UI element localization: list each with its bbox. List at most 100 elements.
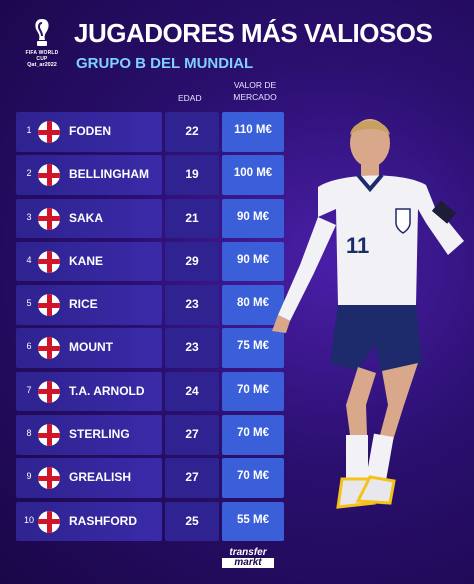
player-cell: 5 RICE [16, 285, 162, 325]
shirt-number: 11 [346, 233, 369, 258]
age-cell: 21 [165, 198, 219, 239]
england-flag-icon [38, 424, 60, 447]
table-row: 4 KANE 29 90 M€ [16, 241, 284, 282]
player-name: GREALISH [69, 470, 132, 485]
value-column-header: VALOR DE MERCADO [226, 79, 284, 103]
rank-label: 3 [26, 211, 32, 222]
logo-line-1: FIFA WORLD CUP [25, 50, 59, 62]
football-player-illustration: 11 [272, 119, 464, 509]
table-row: 6 MOUNT 23 75 M€ [16, 328, 284, 368]
age-cell: 24 [165, 371, 219, 412]
value-header-line-2: MERCADO [233, 92, 277, 102]
table-row: 2 BELLINGHAM 19 100 M€ [16, 155, 284, 195]
brand-line-1: transfer [229, 547, 267, 558]
player-age: 22 [185, 124, 199, 138]
rank-label: 4 [26, 254, 32, 265]
table-row: 8 STERLING 27 70 M€ [16, 415, 284, 455]
age-cell: 25 [165, 501, 219, 542]
player-name: FODEN [69, 124, 111, 138]
value-cell: 90 M€ [222, 241, 284, 282]
player-cell: 9 GREALISH [16, 458, 162, 498]
england-badge-icon [395, 208, 411, 234]
england-flag-icon [38, 380, 60, 403]
age-cell: 27 [165, 415, 219, 455]
player-value: 75 M€ [237, 340, 269, 353]
player-age: 23 [185, 340, 199, 355]
england-flag-icon [38, 121, 60, 143]
player-age: 21 [185, 210, 199, 225]
players-table: 1 FODEN 22 110 M€ 2 BELLINGHAM 19 100 M€… [16, 112, 284, 545]
player-cell: 1 FODEN [16, 112, 162, 152]
player-cell: 7 T.A. ARNOLD [16, 371, 162, 412]
player-right-sock [366, 433, 394, 481]
player-cell: 4 KANE [16, 241, 162, 282]
player-right-boot [355, 475, 396, 505]
player-value: 55 M€ [237, 513, 269, 526]
value-header-line-1: VALOR DE [233, 80, 277, 90]
rank-label: 6 [26, 341, 32, 352]
player-name: RICE [69, 297, 98, 312]
player-name: KANE [69, 253, 104, 268]
player-age: 27 [185, 470, 199, 485]
logo-line-2: Qat_ar2022 [27, 62, 57, 68]
value-cell: 70 M€ [222, 415, 284, 455]
player-value: 90 M€ [237, 210, 269, 223]
england-flag-icon [38, 337, 60, 360]
player-age: 19 [185, 167, 199, 182]
player-hair [350, 120, 390, 135]
player-left-arm [278, 217, 336, 321]
england-flag-icon [38, 510, 60, 533]
rank-label: 10 [23, 514, 34, 525]
player-head [350, 119, 390, 167]
player-shirt [318, 175, 438, 313]
age-cell: 23 [165, 328, 219, 368]
age-cell: 27 [165, 458, 219, 498]
player-cell: 3 SAKA [16, 198, 162, 239]
value-cell: 55 M€ [222, 501, 284, 542]
player-age: 29 [185, 253, 199, 268]
player-name: BELLINGHAM [69, 167, 149, 182]
player-name: T.A. ARNOLD [69, 383, 145, 398]
age-cell: 22 [165, 112, 219, 152]
player-name: SAKA [69, 210, 104, 225]
rank-label: 1 [26, 125, 32, 135]
brand-line-2: markt [222, 558, 274, 568]
page-subtitle: GRUPO B DEL MUNDIAL [76, 55, 254, 72]
player-value: 110 M€ [234, 124, 272, 136]
player-left-sock [346, 435, 368, 481]
player-age: 25 [185, 513, 199, 528]
captain-armband [431, 200, 457, 224]
fifa-world-cup-logo: FIFA WORLD CUP Qat_ar2022 [22, 18, 62, 68]
value-cell: 80 M€ [222, 285, 284, 325]
player-cell: 8 STERLING [16, 415, 162, 455]
player-age: 23 [185, 297, 199, 312]
age-cell: 29 [165, 241, 219, 282]
rank-label: 8 [26, 428, 32, 439]
trophy-icon [35, 19, 49, 46]
value-cell: 100 M€ [222, 155, 284, 195]
value-cell: 90 M€ [222, 198, 284, 239]
rank-label: 2 [26, 168, 32, 179]
player-value: 90 M€ [237, 253, 269, 266]
value-cell: 70 M€ [222, 371, 284, 412]
player-age: 27 [185, 427, 199, 442]
page-title: JUGADORES MÁS VALIOSOS [74, 18, 433, 48]
table-row: 7 T.A. ARNOLD 24 70 M€ [16, 371, 284, 412]
england-flag-icon [38, 250, 60, 273]
table-row: 5 RICE 23 80 M€ [16, 285, 284, 325]
player-value: 70 M€ [237, 427, 269, 440]
player-name: STERLING [69, 427, 130, 442]
player-name: RASHFORD [69, 513, 137, 528]
england-flag-icon [38, 164, 60, 187]
england-flag-icon [38, 207, 60, 230]
value-cell: 110 M€ [222, 112, 284, 152]
england-flag-icon [38, 467, 60, 490]
table-row: 9 GREALISH 27 70 M€ [16, 458, 284, 498]
player-value: 70 M€ [237, 470, 269, 483]
rank-label: 9 [26, 471, 32, 482]
table-row: 3 SAKA 21 90 M€ [16, 198, 284, 239]
age-cell: 23 [165, 285, 219, 325]
player-cell: 2 BELLINGHAM [16, 155, 162, 195]
player-cell: 6 MOUNT [16, 328, 162, 368]
shirt-collar [356, 173, 384, 193]
